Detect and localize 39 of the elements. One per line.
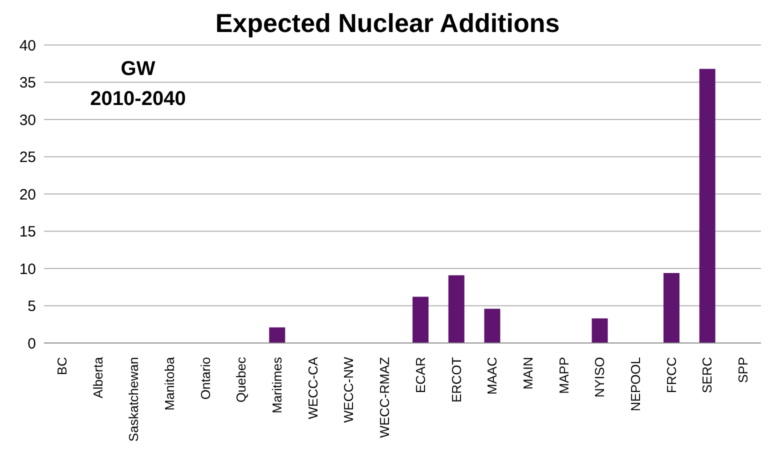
y-tick-label: 35 <box>19 74 36 92</box>
x-tick-label: Maritimes <box>270 356 285 414</box>
bar <box>269 327 286 343</box>
x-tick-label: WECC-CA <box>305 356 320 420</box>
y-tick-label: 15 <box>19 224 36 241</box>
bar <box>412 296 429 343</box>
x-tick-label: SERC <box>700 357 715 394</box>
x-tick-label: Ontario <box>198 357 213 400</box>
x-tick-label: SPP <box>736 357 751 384</box>
bar <box>663 272 680 343</box>
chart-title: Expected Nuclear Additions <box>214 8 561 39</box>
x-tick-label: Alberta <box>90 356 106 398</box>
y-tick-label: 30 <box>19 112 36 129</box>
x-tick-label: MAIN <box>520 357 536 390</box>
x-tick-label: NYISO <box>592 357 608 398</box>
bar <box>592 318 608 343</box>
x-tick-label: NEPOOL <box>628 357 644 412</box>
y-tick-label: 20 <box>19 186 36 204</box>
bar <box>448 275 464 343</box>
x-tick-label: Manitoba <box>162 356 177 410</box>
x-tick-label: ECAR <box>412 357 428 394</box>
y-tick-label: 25 <box>19 149 36 166</box>
x-tick-label: WECC-NW <box>341 356 356 423</box>
x-tick-label: MAAC <box>484 357 500 395</box>
x-tick-label: ERCOT <box>448 356 464 402</box>
x-tick-label: Saskatchewan <box>126 357 142 442</box>
x-tick-label: BC <box>54 357 70 376</box>
bar <box>484 308 500 343</box>
annotation: GW <box>120 58 156 81</box>
x-tick-label: WECC-RMAZ <box>377 356 392 438</box>
y-tick-label: 0 <box>28 335 36 352</box>
x-tick-label: MAPP <box>556 357 572 394</box>
annotation: 2010-2040 <box>89 88 187 111</box>
y-tick-label: 40 <box>19 37 36 54</box>
y-tick-label: 10 <box>19 260 36 278</box>
x-tick-label: FRCC <box>664 357 679 394</box>
bar <box>699 68 716 343</box>
y-tick-label: 5 <box>28 298 36 316</box>
x-tick-label: Quebec <box>234 356 249 403</box>
